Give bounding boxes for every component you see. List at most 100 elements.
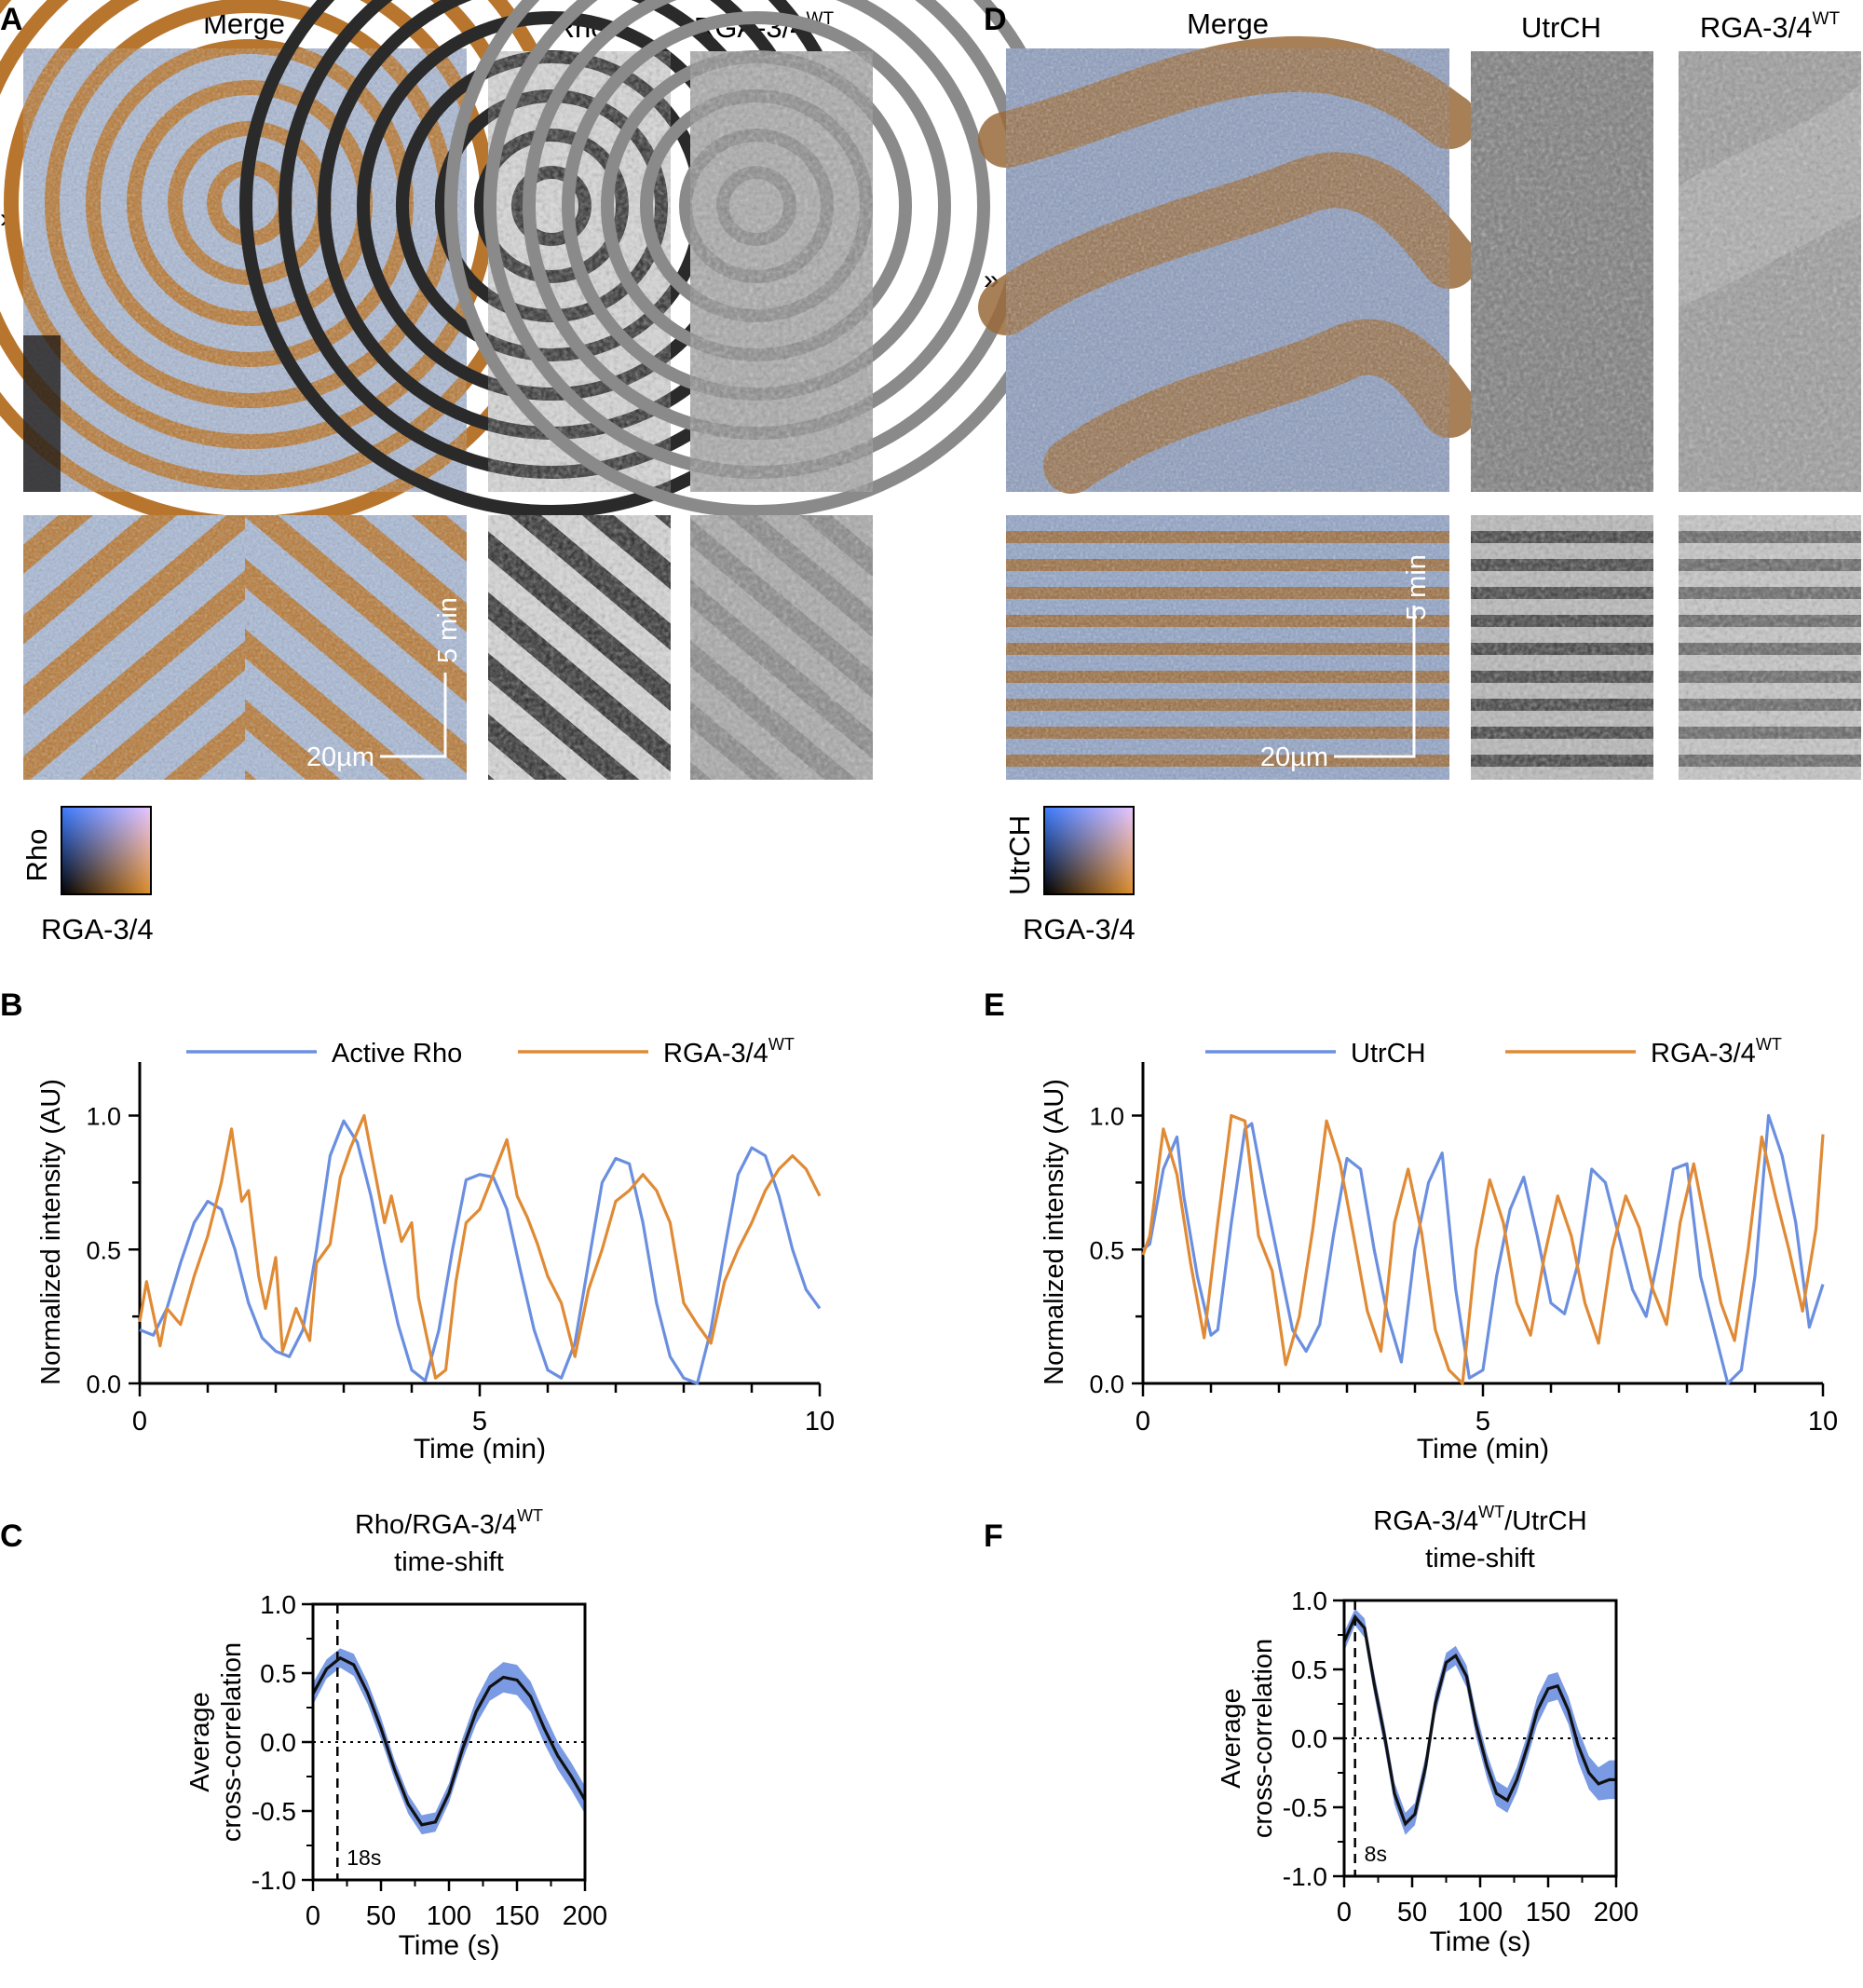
panel-d-utr-image (1471, 51, 1653, 492)
panel-a-scale-space: 20µm (306, 742, 374, 772)
chart-e-y-axis-label: Normalized intensity (AU) (1040, 1079, 1069, 1385)
panel-letter-d: D (984, 2, 1007, 37)
chart-c-x-tick-label: 0 (306, 1901, 320, 1931)
panel-d-title-rga-main: RGA-3/4 (1700, 11, 1813, 44)
chart-c-title: Rho/RGA-3/4WT (355, 1506, 543, 1540)
panel-d-merge-kymograph (1006, 515, 1449, 780)
chart-b-x-axis-label: Time (min) (414, 1434, 546, 1464)
panel-d-scale-space: 20µm (1260, 742, 1328, 772)
chart-e-x-tick-label: 0 (1135, 1407, 1150, 1437)
panel-letter-b: B (0, 987, 23, 1023)
chart-f-vline-label: 8s (1365, 1842, 1387, 1866)
panel-letter-e: E (984, 987, 1005, 1023)
panel-a-merge-kymograph (23, 515, 467, 780)
panel-letter-c: C (0, 1518, 23, 1554)
chart-b-x-tick-label: 5 (472, 1407, 487, 1437)
chart-b: 0 5 10 0.0 0.5 1.0 Time (min) Normalized intens… (36, 1035, 835, 1464)
chart-c-x-tick-label: 200 (563, 1901, 607, 1931)
chart-f-y-tick-label: 1.0 (1291, 1586, 1327, 1615)
chart-c-mean-line (311, 1655, 587, 1827)
chart-b-y-tick-label: 0.0 (86, 1370, 121, 1398)
chart-b-series-line-1 (138, 1113, 822, 1380)
chart-f-y-axis-label: Average (1217, 1688, 1246, 1789)
chart-f-title-main: RGA-3/4 (1373, 1506, 1478, 1536)
chart-b-x-tick-label: 10 (805, 1407, 835, 1437)
panel-d-title-utr: UtrCH (1521, 11, 1601, 44)
panel-d-legend-y: UtrCH (1003, 815, 1036, 895)
chart-c-x-tick-label: 150 (495, 1901, 539, 1931)
chart-f-x-tick-label: 150 (1526, 1898, 1571, 1927)
panel-d-title-rga: RGA-3/4WT (1700, 9, 1841, 44)
panel-a-rga-kymograph (690, 515, 873, 780)
chart-c-y-tick-label: -0.5 (252, 1797, 296, 1826)
chart-c-x-tick-label: 50 (366, 1901, 396, 1931)
chart-f-title-sup: WT (1478, 1503, 1504, 1521)
chart-f-y-tick-label: 0.5 (1291, 1655, 1327, 1684)
chart-f-y-tick-label: -1.0 (1283, 1862, 1327, 1891)
panel-d-scale-bar: 20µm 5 min (1260, 554, 1432, 772)
chart-e-legend-label-1: RGA-3/4WT (1651, 1035, 1782, 1069)
chart-f: 8s 0 50 100 150 200 -1.0 -0.5 0.0 0.5 1.0 Time (s) A… (1217, 1503, 1639, 1957)
chart-c-title-sup: WT (517, 1506, 543, 1525)
panel-a-color-legend: Rho RGA-3/4 (20, 806, 154, 946)
chart-c-title-main: Rho/RGA-3/4 (355, 1510, 517, 1540)
chart-f-error-band (1344, 1608, 1616, 1835)
chart-e-series-line-0 (1142, 1113, 1825, 1385)
chart-f-title-line2: time-shift (1425, 1544, 1535, 1573)
chart-c-x-axis-label: Time (s) (399, 1930, 500, 1961)
chart-e-x-axis-label: Time (min) (1417, 1434, 1549, 1464)
chart-c-y-axis-label: Average (185, 1692, 215, 1792)
chart-e-y-tick-label: 0.5 (1089, 1236, 1124, 1264)
panel-d: D Merge UtrCH RGA-3/4WT » (978, 2, 1861, 946)
chart-b-y-axis-label: Normalized intensity (AU) (36, 1079, 66, 1385)
chart-f-mean-line (1342, 1614, 1616, 1827)
panel-a: A Merge Rho RGA-3/4WT » (0, 0, 1068, 946)
chart-e-legend-label-main-1: RGA-3/4 (1651, 1039, 1756, 1069)
chart-e-legend-label-main-0: UtrCH (1351, 1039, 1426, 1069)
panel-d-utr-kymograph (1471, 515, 1653, 780)
chart-f-x-tick-label: 200 (1594, 1898, 1639, 1927)
chart-c-y-tick-label: 0.5 (260, 1659, 296, 1688)
panel-d-legend-x: RGA-3/4 (1023, 913, 1135, 946)
chart-c-y-tick-label: 0.0 (260, 1728, 296, 1757)
chart-f-x-axis-label: Time (s) (1430, 1927, 1531, 1957)
panel-letter-f: F (984, 1518, 1003, 1554)
chart-f-y-axis-label-line2: cross-correlation (1248, 1639, 1278, 1838)
panel-a-legend-y: Rho (20, 829, 53, 882)
chart-f-title: RGA-3/4WT/UtrCH (1373, 1503, 1586, 1536)
chart-c-y-tick-label: -1.0 (252, 1866, 296, 1895)
chart-e: 0 5 10 0.0 0.5 1.0 Time (min) Normalized intens… (1040, 1035, 1838, 1464)
chart-b-y-tick-label: 1.0 (86, 1103, 121, 1131)
chart-e-series-line-1 (1141, 1113, 1825, 1385)
panel-d-title-rga-sup: WT (1813, 9, 1841, 29)
panel-a-scale-time: 5 min (433, 597, 463, 663)
chart-f-y-tick-label: -0.5 (1283, 1793, 1327, 1822)
chart-e-legend-label-sup-1: WT (1756, 1035, 1782, 1054)
chart-e-x-tick-label: 5 (1475, 1407, 1490, 1437)
panel-d-merge-image (978, 35, 1477, 494)
chart-f-y-tick-label: 0.0 (1291, 1724, 1327, 1753)
chart-c-vline-label: 18s (347, 1845, 381, 1870)
chart-b-legend-label-sup-1: WT (768, 1035, 795, 1054)
panel-a-scale-bar: 20µm 5 min (306, 597, 463, 772)
chart-f-title-after: /UtrCH (1504, 1506, 1587, 1536)
chart-e-y-tick-label: 1.0 (1089, 1103, 1124, 1131)
chart-f-x-tick-label: 50 (1397, 1898, 1427, 1927)
chart-e-y-tick-label: 0.0 (1089, 1370, 1124, 1398)
chart-c-x-tick-label: 100 (427, 1901, 471, 1931)
chart-c-y-axis-label-line2: cross-correlation (217, 1642, 247, 1842)
chart-b-x-tick-label: 0 (132, 1407, 147, 1437)
panel-d-rga-image (1679, 51, 1861, 492)
chart-c-y-tick-label: 1.0 (260, 1590, 296, 1619)
panel-d-title-merge: Merge (1187, 7, 1269, 40)
chart-b-legend-label-1: RGA-3/4WT (663, 1035, 795, 1069)
chart-c: 18s 0 50 100 150 200 -1.0 -0.5 0.0 0.5 1.0 Time (s)… (185, 1506, 607, 1961)
chart-f-x-tick-label: 0 (1337, 1898, 1352, 1927)
chart-e-legend-label-0: UtrCH (1351, 1039, 1426, 1069)
panel-d-rga-kymograph (1679, 515, 1861, 780)
chart-b-legend-label-0: Active Rho (332, 1039, 462, 1069)
chart-f-x-tick-label: 100 (1458, 1898, 1503, 1927)
chart-c-error-band (313, 1648, 585, 1835)
chart-b-y-tick-label: 0.5 (86, 1236, 121, 1264)
